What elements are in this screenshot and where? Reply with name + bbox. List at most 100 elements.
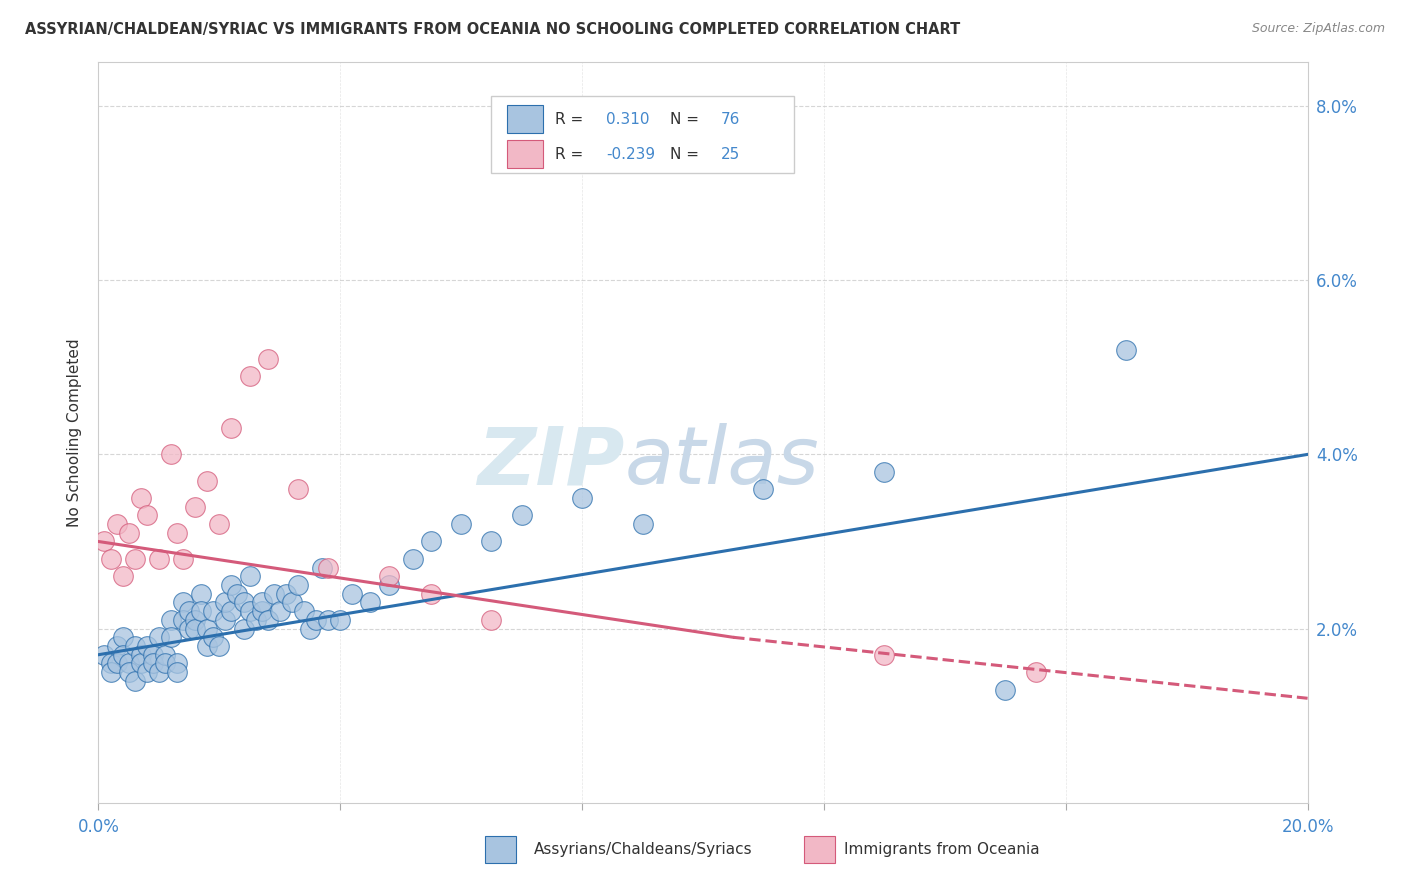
Point (360, 595, 382, 609)
Point (190, 587, 212, 601)
Point (287, 482, 309, 496)
Text: Immigrants from Oceania: Immigrants from Oceania (844, 842, 1039, 856)
Point (208, 517, 231, 532)
FancyBboxPatch shape (492, 95, 793, 173)
Point (105, 657, 128, 671)
Point (195, 474, 218, 488)
Text: Assyrians/Chaldeans/Syriacs: Assyrians/Chaldeans/Syriacs (534, 842, 752, 856)
Point (239, 569, 262, 583)
Point (292, 604, 315, 618)
Point (342, 587, 364, 601)
Point (129, 657, 152, 671)
Point (179, 604, 201, 618)
Point (994, 682, 1017, 697)
Point (402, 552, 425, 566)
Point (631, 517, 654, 532)
Point (148, 665, 170, 680)
Point (329, 613, 352, 627)
Point (100, 552, 122, 566)
Point (160, 613, 183, 627)
Point (239, 369, 262, 384)
Point (1115, 343, 1137, 357)
Point (93, 648, 115, 662)
Point (135, 508, 157, 523)
Point (105, 517, 128, 532)
Point (873, 465, 896, 479)
Text: -0.239: -0.239 (606, 147, 655, 161)
Point (214, 595, 236, 609)
Point (752, 482, 775, 496)
Point (299, 622, 322, 636)
Point (160, 630, 183, 644)
Point (873, 648, 896, 662)
Text: R =: R = (555, 147, 589, 161)
Point (172, 613, 194, 627)
Point (305, 613, 328, 627)
Point (184, 622, 207, 636)
Point (153, 648, 176, 662)
Point (316, 560, 339, 574)
Point (142, 648, 165, 662)
Point (129, 648, 152, 662)
Point (316, 613, 339, 627)
Point (232, 595, 254, 609)
Point (153, 657, 176, 671)
Point (105, 639, 128, 653)
Point (111, 569, 134, 583)
Point (510, 508, 533, 523)
Text: atlas: atlas (624, 423, 820, 501)
Text: N =: N = (671, 147, 704, 161)
Point (135, 639, 157, 653)
Point (160, 447, 183, 461)
Point (179, 622, 201, 636)
Point (118, 657, 141, 671)
Point (195, 639, 218, 653)
Point (481, 534, 503, 549)
Text: R =: R = (555, 112, 589, 127)
Point (208, 639, 231, 653)
Text: 0.310: 0.310 (606, 112, 650, 127)
Point (124, 673, 146, 688)
Point (172, 595, 194, 609)
Point (250, 604, 273, 618)
Point (184, 500, 207, 514)
Text: N =: N = (671, 112, 704, 127)
Point (124, 552, 146, 566)
FancyBboxPatch shape (508, 105, 543, 133)
Point (274, 587, 297, 601)
Point (239, 604, 262, 618)
Point (184, 613, 207, 627)
Point (166, 657, 188, 671)
Point (190, 604, 212, 618)
Point (377, 578, 399, 592)
Point (450, 517, 472, 532)
FancyBboxPatch shape (485, 836, 516, 863)
Point (100, 665, 122, 680)
Point (311, 560, 333, 574)
Point (166, 665, 188, 680)
Point (166, 525, 188, 540)
Point (118, 665, 141, 680)
Point (263, 587, 285, 601)
Point (1024, 665, 1046, 680)
Point (135, 665, 157, 680)
Point (111, 630, 134, 644)
Point (221, 421, 243, 435)
Text: 25: 25 (721, 147, 741, 161)
Point (148, 630, 170, 644)
Point (172, 552, 194, 566)
Point (232, 622, 254, 636)
Point (481, 613, 503, 627)
Point (100, 657, 122, 671)
Point (226, 587, 249, 601)
Point (287, 578, 309, 592)
Point (195, 622, 218, 636)
FancyBboxPatch shape (508, 140, 543, 169)
Text: ASSYRIAN/CHALDEAN/SYRIAC VS IMMIGRANTS FROM OCEANIA NO SCHOOLING COMPLETED CORRE: ASSYRIAN/CHALDEAN/SYRIAC VS IMMIGRANTS F… (25, 22, 960, 37)
Point (269, 604, 291, 618)
Point (256, 351, 278, 366)
Point (93, 534, 115, 549)
Point (420, 534, 443, 549)
Point (256, 613, 278, 627)
Text: ZIP: ZIP (477, 423, 624, 501)
